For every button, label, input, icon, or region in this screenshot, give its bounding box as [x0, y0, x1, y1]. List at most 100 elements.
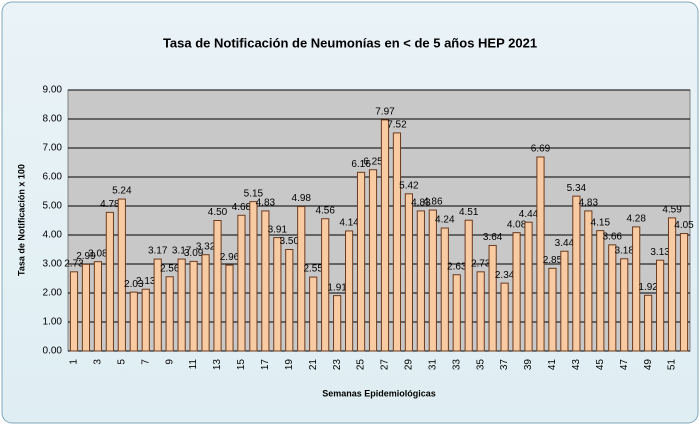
x-tick-label: 15	[236, 359, 247, 371]
data-label: 1.92	[638, 282, 658, 293]
data-label: 2.73	[471, 258, 491, 269]
x-tick-label: 7	[140, 359, 151, 365]
bar	[500, 282, 509, 352]
data-label: 4.44	[519, 209, 539, 220]
x-tick-label: 51	[667, 359, 678, 371]
bar	[512, 232, 521, 352]
data-label: 4.28	[626, 214, 646, 225]
x-tick-label: 11	[188, 359, 199, 370]
data-label: 3.17	[172, 246, 192, 257]
bar	[679, 233, 689, 352]
data-label: 4.24	[435, 215, 455, 226]
data-label: 6.16	[351, 159, 371, 170]
bar	[667, 217, 677, 352]
data-label: 3.44	[555, 238, 575, 249]
bar	[356, 171, 366, 352]
bar	[297, 206, 306, 352]
x-tick-label: 37	[499, 359, 510, 371]
x-tick-label: 41	[547, 359, 558, 371]
bar	[644, 294, 653, 352]
data-label: 5.24	[112, 186, 132, 197]
data-label: 4.14	[339, 218, 359, 229]
y-tick-label: 0.00	[43, 346, 63, 357]
bar	[177, 258, 186, 352]
bar	[620, 258, 629, 352]
bar	[129, 291, 138, 352]
x-tick-label: 19	[284, 359, 295, 371]
y-tick-label: 1.00	[43, 317, 63, 328]
bar	[165, 276, 174, 352]
x-tick-label: 39	[523, 359, 534, 371]
data-label: 3.08	[88, 248, 108, 259]
chart-title: Tasa de Notificación de Neumonías en < d…	[163, 35, 537, 50]
data-label: 6.69	[531, 144, 551, 155]
x-tick-label: 9	[164, 359, 175, 365]
bar	[261, 210, 270, 352]
bar	[476, 271, 485, 352]
x-tick-label: 43	[571, 359, 582, 371]
bar	[201, 254, 210, 352]
bar	[285, 249, 294, 352]
data-label: 2.96	[220, 252, 240, 263]
bar	[273, 237, 282, 352]
bar	[117, 198, 126, 352]
data-label: 4.08	[507, 219, 527, 230]
bar	[560, 250, 569, 352]
bar	[572, 195, 581, 352]
bar	[321, 218, 330, 352]
bar	[368, 169, 378, 352]
x-tick-label: 1	[69, 359, 80, 365]
bar	[249, 201, 258, 352]
data-label: 4.86	[423, 197, 443, 208]
x-tick-label: 27	[380, 359, 391, 371]
data-label: 4.98	[292, 193, 312, 204]
data-label: 2.13	[136, 276, 156, 287]
bar	[225, 264, 234, 352]
data-label: 7.52	[387, 120, 407, 131]
data-label: 4.59	[662, 205, 682, 216]
bar	[404, 193, 413, 352]
bar	[309, 276, 318, 352]
data-label: 2.03	[124, 279, 144, 290]
x-tick-label: 47	[619, 359, 630, 371]
x-tick-label: 21	[308, 359, 319, 371]
bar	[584, 210, 593, 352]
data-label: 2.85	[543, 255, 563, 266]
data-label: 5.42	[399, 180, 419, 191]
data-label: 4.78	[100, 199, 120, 210]
bar	[333, 295, 342, 352]
data-label: 2.56	[160, 263, 180, 274]
y-tick-label: 2.00	[43, 288, 63, 299]
data-label: 1.91	[327, 282, 347, 293]
x-tick-label: 49	[643, 359, 654, 371]
x-tick-label: 35	[475, 359, 486, 371]
bar	[488, 244, 497, 352]
data-label: 4.50	[208, 207, 228, 218]
x-tick-label: 3	[93, 359, 104, 365]
data-label: 3.64	[483, 232, 503, 243]
x-tick-label: 25	[356, 359, 367, 371]
data-label: 4.05	[674, 220, 694, 231]
data-label: 4.83	[411, 198, 431, 209]
data-label: 2.63	[447, 261, 467, 272]
bar	[189, 260, 198, 352]
data-label: 2.99	[76, 251, 96, 262]
data-label: 3.18	[614, 245, 634, 256]
x-tick-label: 13	[212, 359, 223, 371]
x-axis-label: Semanas Epidemiológicas	[322, 388, 436, 398]
data-label: 4.56	[315, 205, 335, 216]
data-label: 5.15	[244, 188, 264, 199]
bar	[524, 221, 533, 352]
bar	[380, 119, 390, 352]
bar	[548, 267, 557, 352]
y-tick-label: 9.00	[43, 85, 63, 96]
bar	[464, 219, 473, 352]
y-tick-label: 8.00	[43, 114, 63, 125]
bar	[105, 211, 114, 352]
bar	[608, 244, 617, 352]
data-label: 3.13	[650, 247, 670, 258]
bar	[632, 226, 641, 352]
bar	[237, 214, 246, 352]
data-label: 3.17	[148, 246, 168, 257]
